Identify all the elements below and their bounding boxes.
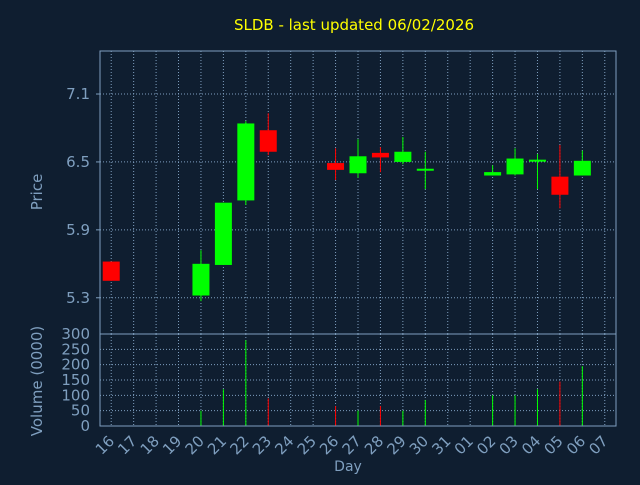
volume-axis-label: Volume (0000)	[28, 326, 46, 436]
volume-tick-label: 200	[61, 356, 90, 374]
volume-tick-label: 250	[61, 340, 90, 358]
candle-body	[327, 163, 345, 170]
candle-body	[102, 261, 120, 281]
candle-body	[573, 160, 591, 176]
candle-body	[484, 172, 502, 176]
candle-body	[394, 151, 412, 162]
volume-tick-label: 150	[61, 371, 90, 389]
chart-title: SLDB - last updated 06/02/2026	[234, 16, 474, 34]
price-axis-label: Price	[28, 174, 46, 211]
price-tick-label: 5.3	[66, 289, 90, 307]
candle-body	[237, 123, 255, 201]
candle-body	[551, 176, 569, 195]
candle-body	[349, 156, 367, 174]
candle-body	[214, 202, 232, 265]
candle-body	[192, 263, 210, 296]
volume-tick-label: 0	[80, 417, 90, 435]
candle-body	[371, 152, 389, 158]
x-axis-label: Day	[334, 459, 362, 475]
volume-tick-label: 50	[71, 402, 90, 420]
x-tick-labels: 1617181920212223242526272829303101020304…	[92, 432, 612, 458]
candle-body	[528, 159, 546, 162]
volume-tick-label: 300	[61, 325, 90, 343]
candle-body	[506, 158, 524, 175]
price-tick-label: 6.5	[66, 153, 90, 171]
volume-tick-label: 100	[61, 386, 90, 404]
price-tick-label: 7.1	[66, 85, 90, 103]
volume-panel-frame	[99, 333, 617, 427]
candles	[102, 113, 591, 302]
price-tick-label: 5.9	[66, 221, 90, 239]
price-tick-labels: 5.3 5.9 6.5 7.1	[66, 85, 100, 307]
candle-body	[416, 168, 434, 171]
volume-bars	[200, 340, 583, 426]
candle-body	[259, 130, 277, 152]
